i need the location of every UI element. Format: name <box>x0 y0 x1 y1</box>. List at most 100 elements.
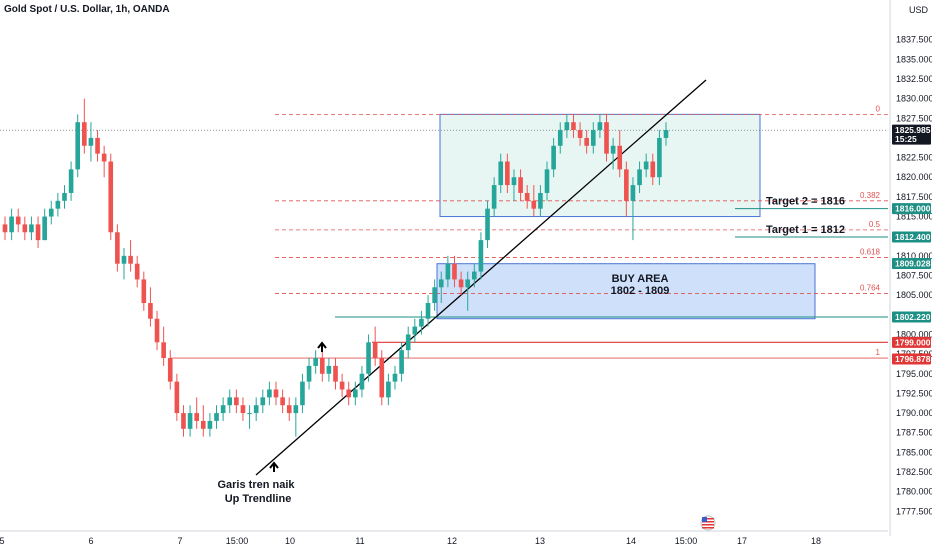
candle[interactable] <box>478 232 484 280</box>
candle[interactable] <box>141 271 147 311</box>
candle[interactable] <box>134 255 140 288</box>
price-tag[interactable]: 1809.028 <box>892 257 931 269</box>
candle[interactable] <box>452 255 457 288</box>
candle[interactable] <box>273 381 279 406</box>
candle[interactable] <box>425 295 431 327</box>
candle[interactable] <box>372 326 378 366</box>
candle[interactable] <box>657 130 662 186</box>
candle[interactable] <box>326 358 332 382</box>
candle[interactable] <box>491 177 497 217</box>
candle[interactable] <box>399 342 404 382</box>
candle[interactable] <box>161 326 166 366</box>
candle[interactable] <box>359 365 365 398</box>
candle[interactable] <box>630 177 636 241</box>
candle[interactable] <box>108 153 114 241</box>
candle[interactable] <box>577 122 583 146</box>
candle[interactable] <box>22 216 28 241</box>
candle[interactable] <box>471 263 477 288</box>
price-tag[interactable]: 1802.220 <box>892 311 931 323</box>
candle[interactable] <box>498 153 504 193</box>
candle[interactable] <box>220 397 226 421</box>
candle[interactable] <box>121 247 127 280</box>
candle[interactable] <box>2 216 8 241</box>
candle[interactable] <box>194 397 200 429</box>
candle[interactable] <box>604 114 609 162</box>
candle[interactable] <box>240 397 246 421</box>
candle[interactable] <box>505 153 510 193</box>
candle[interactable] <box>564 114 570 138</box>
candles-layer[interactable] <box>2 98 669 437</box>
candle[interactable] <box>62 185 67 209</box>
candle[interactable] <box>234 389 239 414</box>
candle[interactable] <box>485 200 490 248</box>
candle[interactable] <box>419 310 424 335</box>
candle[interactable] <box>174 373 180 421</box>
candle[interactable] <box>280 389 285 414</box>
candle[interactable] <box>366 334 371 382</box>
candle[interactable] <box>101 145 107 178</box>
candle[interactable] <box>445 255 451 288</box>
candle[interactable] <box>306 358 312 390</box>
candle[interactable] <box>458 271 464 296</box>
candle[interactable] <box>167 350 173 390</box>
candle[interactable] <box>35 216 41 248</box>
candle[interactable] <box>115 224 120 272</box>
us-flag-icon[interactable] <box>700 515 716 531</box>
candle[interactable] <box>55 192 61 217</box>
candle[interactable] <box>48 200 54 225</box>
candle[interactable] <box>432 279 437 311</box>
candle[interactable] <box>551 137 556 178</box>
candle[interactable] <box>353 381 358 406</box>
candle[interactable] <box>465 271 471 311</box>
price-tag[interactable]: 1812.400 <box>892 231 931 243</box>
candle[interactable] <box>544 161 550 201</box>
candle[interactable] <box>154 310 160 351</box>
candle[interactable] <box>637 161 642 193</box>
candle[interactable] <box>187 405 193 437</box>
candle[interactable] <box>650 153 656 186</box>
candle[interactable] <box>617 130 623 178</box>
candle[interactable] <box>518 169 523 201</box>
candle[interactable] <box>438 271 444 304</box>
candle[interactable] <box>663 122 669 146</box>
buy-area-zone[interactable] <box>436 263 816 320</box>
candle[interactable] <box>339 373 345 398</box>
candle[interactable] <box>247 405 252 429</box>
price-tag[interactable]: 1816.000 <box>892 203 931 215</box>
candle[interactable] <box>531 185 537 217</box>
candle[interactable] <box>392 365 398 390</box>
candle[interactable] <box>319 350 325 382</box>
time-axis[interactable]: 5 6 7 15:00 10 11 12 13 14 15:00 17 18 <box>0 515 888 546</box>
candle[interactable] <box>379 350 385 406</box>
candle[interactable] <box>253 397 259 421</box>
candle[interactable] <box>82 98 87 154</box>
candle[interactable] <box>333 358 338 390</box>
candle[interactable] <box>227 389 233 414</box>
candle[interactable] <box>29 216 34 241</box>
candle[interactable] <box>207 413 213 437</box>
candle[interactable] <box>313 350 318 374</box>
candle[interactable] <box>128 240 133 272</box>
candle[interactable] <box>643 153 649 178</box>
candle[interactable] <box>524 185 530 209</box>
candle[interactable] <box>624 161 629 217</box>
candle[interactable] <box>386 373 391 406</box>
candle[interactable] <box>15 208 21 233</box>
candle[interactable] <box>405 326 411 359</box>
candle[interactable] <box>9 208 14 241</box>
candle[interactable] <box>590 122 596 154</box>
candle[interactable] <box>610 137 616 170</box>
candle[interactable] <box>584 130 589 154</box>
candle[interactable] <box>42 208 47 241</box>
candle[interactable] <box>95 130 100 162</box>
candle[interactable] <box>293 397 299 437</box>
candle[interactable] <box>200 405 206 437</box>
candle[interactable] <box>181 405 186 437</box>
price-tag[interactable]: 1796.878 <box>892 353 931 365</box>
candle[interactable] <box>511 169 517 201</box>
candle[interactable] <box>214 405 219 429</box>
candle[interactable] <box>148 287 153 327</box>
candle[interactable] <box>300 373 305 414</box>
